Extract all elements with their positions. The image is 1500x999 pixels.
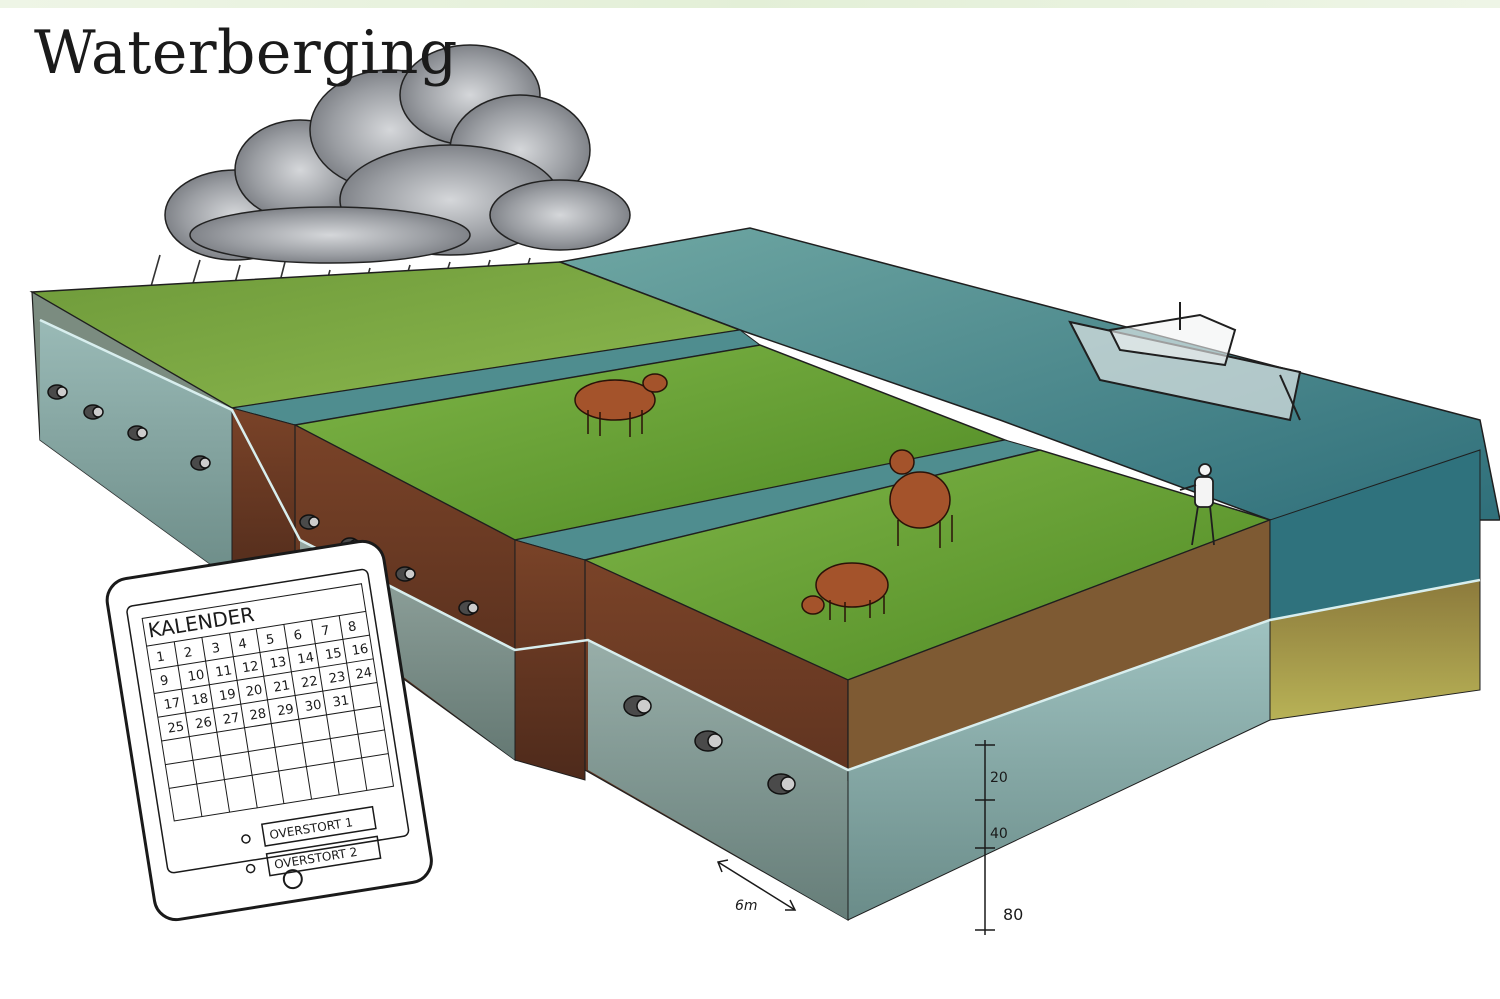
calendar-day[interactable]: 13 (269, 655, 288, 672)
depth-label-40: 40 (990, 826, 1008, 842)
depth-label-80: 80 (1003, 905, 1023, 924)
calendar-day[interactable]: 1 (155, 650, 166, 666)
calendar-day[interactable]: 6 (293, 628, 304, 644)
width-label: 6m (735, 898, 758, 914)
calendar-day[interactable]: 17 (163, 696, 182, 713)
width-annotation (716, 859, 797, 911)
drain-pipe-icon (458, 600, 479, 616)
cow-icon (889, 449, 953, 548)
calendar-day[interactable]: 24 (355, 665, 374, 682)
radio-2[interactable] (245, 863, 256, 874)
radio-1[interactable] (241, 834, 251, 844)
drain-pipe-icon (190, 455, 211, 471)
calendar-day[interactable]: 20 (245, 683, 264, 700)
drain-pipe-icon (395, 566, 416, 582)
drain-pipe-icon (767, 773, 796, 795)
tablet-screen (126, 568, 410, 874)
boat-icon (1068, 302, 1302, 422)
calendar-day[interactable]: 9 (159, 673, 170, 689)
calendar-day[interactable]: 19 (218, 687, 237, 704)
rain-cloud (149, 44, 631, 361)
drain-pipe-icon (83, 404, 104, 420)
calendar-day[interactable]: 18 (191, 691, 210, 708)
home-button-icon[interactable] (282, 869, 304, 890)
calendar-day[interactable]: 26 (194, 715, 213, 732)
drain-pipe-icon (127, 425, 148, 441)
calendar-day[interactable]: 28 (249, 706, 268, 723)
calendar-day[interactable]: 22 (300, 674, 319, 691)
calendar-grid (141, 583, 395, 822)
calendar-day[interactable]: 11 (214, 663, 233, 680)
calendar-day[interactable]: 12 (241, 659, 260, 676)
calendar-day[interactable]: 4 (237, 637, 248, 653)
calendar-day[interactable]: 31 (332, 693, 351, 710)
calendar-day[interactable]: 10 (187, 668, 206, 685)
page-title: Waterberging (34, 18, 458, 88)
drain-pipe-icon (299, 514, 320, 530)
depth-label-20: 20 (990, 770, 1008, 786)
calendar-day[interactable]: 14 (296, 650, 315, 667)
cross-section (31, 290, 1481, 922)
cow-icon (801, 562, 889, 622)
cow-icon (574, 373, 668, 437)
calendar-day[interactable]: 30 (304, 698, 323, 715)
drain-pipe-icon (623, 695, 652, 717)
calendar-day[interactable]: 23 (328, 670, 347, 687)
calendar-day[interactable]: 7 (320, 623, 331, 639)
person-icon (1179, 463, 1215, 546)
top-band (0, 0, 1500, 8)
calendar-day[interactable]: 29 (276, 702, 295, 719)
calendar-day[interactable]: 2 (183, 645, 194, 661)
water-table-line (39, 318, 1481, 772)
calendar-day[interactable]: 16 (351, 642, 370, 659)
calendar-day[interactable]: 5 (265, 632, 276, 648)
drain-pipe-icon (694, 730, 723, 752)
calendar-day[interactable]: 25 (167, 719, 186, 736)
drain-pipes (47, 384, 796, 795)
calendar-day[interactable]: 21 (273, 678, 292, 695)
calendar-day[interactable]: 8 (347, 619, 358, 635)
calendar-day[interactable]: 27 (222, 711, 241, 728)
calendar-day[interactable]: 15 (324, 646, 343, 663)
depth-annotation (975, 740, 995, 935)
calendar-day[interactable]: 3 (211, 641, 222, 657)
drain-pipe-icon (47, 384, 68, 400)
